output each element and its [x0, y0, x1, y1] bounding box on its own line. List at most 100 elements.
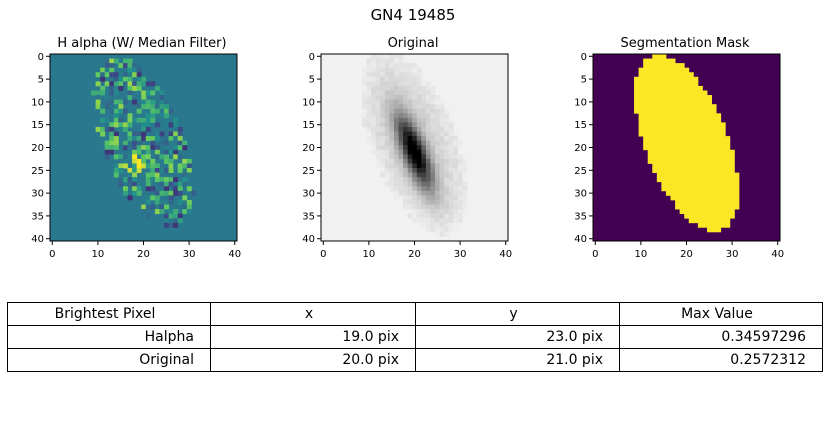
- heatmap-cell: [380, 54, 386, 59]
- table-cell: 0.34597296: [619, 325, 823, 349]
- mask-cell: [684, 172, 690, 178]
- heatmap-cell: [412, 63, 418, 69]
- heatmap-cell: [122, 154, 128, 160]
- mask-cell: [725, 222, 731, 228]
- heatmap-cell: [366, 76, 372, 82]
- heatmap-cell: [380, 99, 386, 105]
- heatmap-cell: [435, 186, 440, 192]
- heatmap-cell: [132, 95, 138, 101]
- mask-cell: [707, 190, 712, 196]
- heatmap-cell: [362, 85, 368, 91]
- mask-cell: [684, 104, 690, 110]
- mask-cell: [711, 131, 717, 137]
- heatmap-cell: [104, 104, 110, 110]
- mask-cell: [702, 113, 708, 119]
- heatmap-cell: [150, 177, 156, 183]
- heatmap-cell: [439, 222, 445, 228]
- mask-cell: [684, 85, 690, 91]
- heatmap-cell: [154, 149, 160, 155]
- heatmap-cell: [371, 122, 377, 128]
- mask-cell: [711, 145, 717, 151]
- mask-cell: [711, 177, 717, 183]
- mask-cell: [711, 181, 717, 187]
- mask-heatmap: [593, 54, 780, 241]
- heatmap-cell: [393, 99, 399, 105]
- heatmap-cell: [393, 54, 399, 59]
- mask-cell: [684, 168, 690, 173]
- heatmap-cell: [141, 154, 147, 160]
- heatmap-cell: [425, 222, 431, 228]
- mask-cell: [702, 122, 708, 128]
- mask-cell: [679, 108, 685, 114]
- heatmap-cell: [380, 117, 386, 123]
- heatmap-cell: [444, 227, 450, 233]
- mask-cell: [661, 163, 667, 169]
- heatmap-cell: [113, 90, 119, 96]
- heatmap-cell: [118, 168, 124, 173]
- heatmap-cell: [393, 163, 399, 169]
- heatmap-cell: [416, 190, 422, 196]
- heatmap-cell: [109, 99, 115, 105]
- mask-cell: [693, 122, 699, 128]
- mask-cell: [679, 145, 685, 151]
- heatmap-cell: [159, 140, 165, 146]
- heatmap-cell: [371, 149, 377, 155]
- heatmap-cell: [141, 163, 147, 169]
- mask-cell: [661, 186, 667, 192]
- heatmap-cell: [371, 131, 377, 137]
- heatmap-cell: [145, 204, 151, 210]
- mask-cell: [679, 177, 685, 183]
- mask-cell: [638, 72, 644, 78]
- mask-cell: [707, 186, 712, 192]
- y-tick-label: 35: [31, 211, 44, 222]
- heatmap-cell: [145, 199, 151, 205]
- mask-cell: [729, 204, 735, 210]
- mask-cell: [684, 199, 690, 205]
- heatmap-cell: [430, 213, 436, 219]
- mask-cell: [711, 209, 717, 215]
- heatmap-cell: [393, 76, 399, 82]
- heatmap-cell: [113, 58, 119, 64]
- heatmap-cell: [439, 209, 445, 215]
- heatmap-cell: [425, 117, 431, 123]
- heatmap-cell: [132, 149, 138, 155]
- mask-cell: [647, 122, 653, 128]
- heatmap-cell: [375, 163, 381, 169]
- heatmap-cell: [104, 145, 110, 151]
- mask-cell: [656, 58, 662, 64]
- mask-cell: [652, 168, 658, 173]
- mask-cell: [675, 95, 681, 101]
- mask-cell: [693, 145, 699, 151]
- mask-cell: [707, 140, 712, 146]
- heatmap-cell: [375, 131, 381, 137]
- heatmap-cell: [444, 154, 450, 160]
- heatmap-cell: [145, 99, 151, 105]
- mask-cell: [716, 168, 722, 173]
- heatmap-cell: [403, 63, 409, 69]
- heatmap-cell: [389, 95, 395, 101]
- mask-cell: [697, 177, 703, 183]
- heatmap-cell: [448, 158, 454, 164]
- heatmap-cell: [412, 149, 418, 155]
- heatmap-cell: [132, 172, 138, 178]
- heatmap-cell: [375, 145, 381, 151]
- heatmap-cell: [141, 131, 147, 137]
- heatmap-cell: [362, 122, 368, 128]
- halpha-heatmap: [50, 54, 237, 241]
- heatmap-cell: [118, 126, 124, 132]
- heatmap-cell: [141, 90, 147, 96]
- mask-cell: [711, 117, 717, 123]
- mask-cell: [716, 227, 722, 233]
- mask-cell: [634, 108, 640, 114]
- heatmap-cell: [95, 90, 101, 96]
- heatmap-cell: [448, 168, 454, 173]
- mask-cell: [661, 104, 667, 110]
- mask-cell: [716, 199, 722, 205]
- heatmap-cell: [168, 190, 174, 196]
- mask-cell: [647, 99, 653, 105]
- mask-cell: [638, 85, 644, 91]
- mask-cell: [661, 145, 667, 151]
- mask-cell: [688, 140, 694, 146]
- mask-cell: [643, 113, 649, 119]
